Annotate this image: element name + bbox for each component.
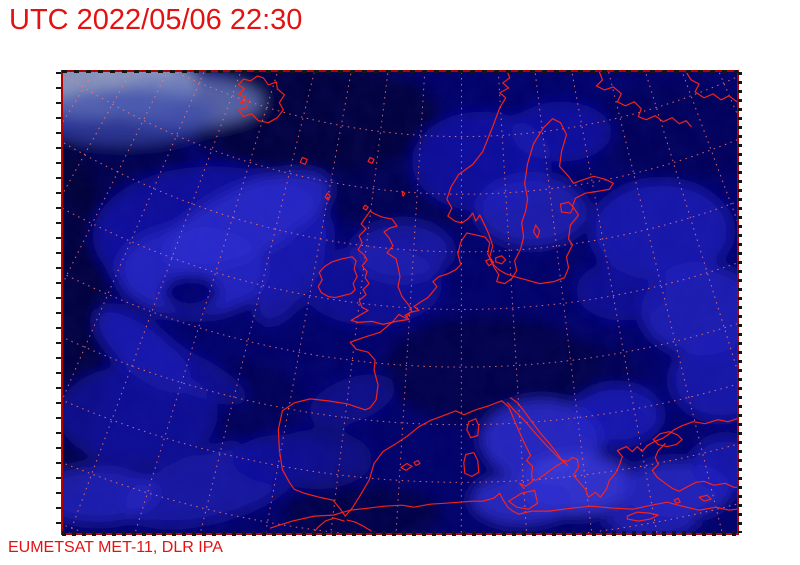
coastline-arctic-russia	[595, 72, 737, 128]
coastline-turkey	[651, 442, 737, 492]
coastline-balkans-greece	[510, 397, 737, 498]
timestamp-title: UTC 2022/05/06 22:30	[9, 4, 303, 36]
coastline-sea-of-marmara	[652, 431, 683, 448]
attribution-caption: EUMETSAT MET-11, DLR IPA	[8, 539, 223, 556]
graticule-layer	[63, 72, 737, 533]
coastline-italy	[501, 400, 569, 489]
coastline-britain	[350, 210, 413, 325]
coastline-ireland	[317, 256, 358, 299]
coastline-islands	[299, 156, 712, 522]
coastline-north-africa	[269, 492, 737, 533]
coastline-iceland	[237, 75, 285, 124]
cloud-noise-texture	[63, 72, 737, 533]
satellite-image	[63, 72, 737, 533]
map-frame	[61, 70, 739, 535]
coastline-layer	[237, 72, 737, 533]
coastline-mainland-europe	[277, 72, 614, 517]
